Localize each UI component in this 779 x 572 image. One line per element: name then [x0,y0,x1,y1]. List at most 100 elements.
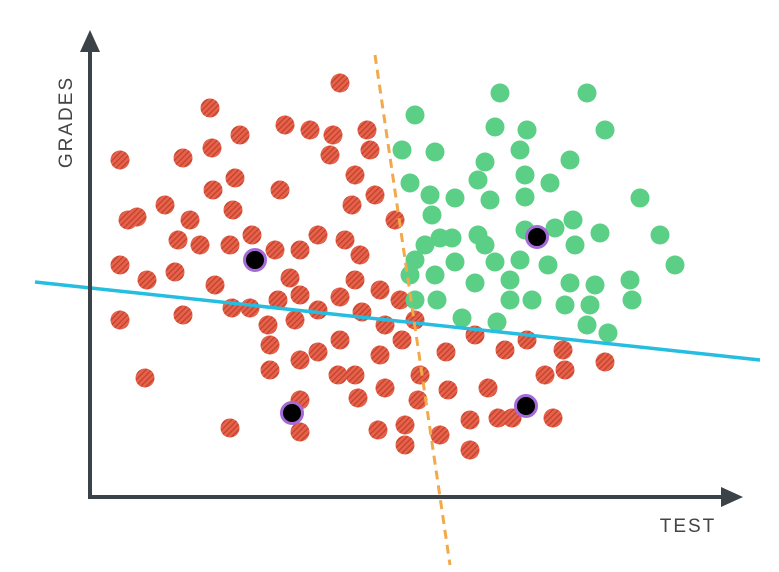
point [445,188,465,208]
point [348,388,368,408]
point [280,401,304,425]
point [585,275,605,295]
separator-line [373,54,452,566]
point [308,300,328,320]
point [430,425,450,445]
point [522,290,542,310]
point [425,265,445,285]
point [345,365,365,385]
point [442,228,462,248]
point [620,270,640,290]
point [665,255,685,275]
point [515,165,535,185]
point [405,105,425,125]
point [110,150,130,170]
point [555,360,575,380]
point [540,173,560,193]
point [408,390,428,410]
point [436,342,456,362]
point [475,235,495,255]
point [330,330,350,350]
point [350,245,370,265]
point [487,312,507,332]
point [590,223,610,243]
point [553,340,573,360]
point [410,365,430,385]
point [260,335,280,355]
point [395,415,415,435]
point [240,298,260,318]
point [538,255,558,275]
point [360,140,380,160]
point [260,360,280,380]
point [173,305,193,325]
point [342,195,362,215]
point [392,330,412,350]
point [500,290,520,310]
point [490,83,510,103]
point [577,83,597,103]
point [468,170,488,190]
point [555,295,575,315]
point [392,140,412,160]
point [345,165,365,185]
point [328,365,348,385]
point [650,225,670,245]
point [478,378,498,398]
point [445,252,465,272]
point [200,98,220,118]
point [370,345,390,365]
point [405,290,425,310]
point [370,280,390,300]
point [560,273,580,293]
point [595,352,615,372]
point [110,310,130,330]
point [514,394,538,418]
axes [80,30,743,507]
point [137,270,157,290]
point [580,295,600,315]
point [460,440,480,460]
point [422,205,442,225]
point [525,225,549,249]
point [168,230,188,250]
point [308,225,328,245]
point [300,120,320,140]
point [275,115,295,135]
separator-line [34,280,761,362]
point [565,235,585,255]
point [535,365,555,385]
point [270,180,290,200]
x-arrow [721,487,743,507]
point [330,287,350,307]
point [425,142,445,162]
point [202,138,222,158]
point [460,410,480,430]
x-axis-label: TEST [660,516,717,537]
point [127,207,147,227]
point [563,210,583,230]
point [155,195,175,215]
y-arrow [80,30,100,52]
point [365,185,385,205]
point [290,350,310,370]
point [630,188,650,208]
point [510,140,530,160]
point [515,187,535,207]
point [475,152,495,172]
point [452,308,472,328]
point [465,273,485,293]
point [420,185,440,205]
point [545,218,565,238]
point [268,290,288,310]
point [543,408,563,428]
point [173,148,193,168]
point [577,315,597,335]
point [220,235,240,255]
point [480,190,500,210]
point [223,200,243,220]
point [110,255,130,275]
point [258,315,278,335]
point [368,420,388,440]
